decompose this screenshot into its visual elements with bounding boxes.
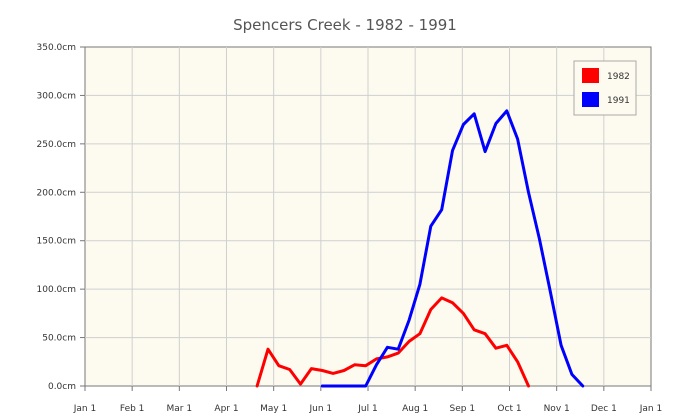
series-line-1991	[320, 109, 585, 388]
x-tick-label-1: Feb 1	[120, 404, 145, 414]
y-tick-label-5: 250.0cm	[37, 140, 76, 150]
x-tick-label-8: Sep 1	[450, 404, 476, 414]
y-tick-label-4: 200.0cm	[37, 188, 76, 198]
y-tick-label-3: 150.0cm	[37, 237, 76, 247]
x-axis: Jan 1 Feb 1 Mar 1 Apr 1 May 1 Jun 1 Jul 1 Aug 1…	[73, 386, 662, 414]
legend-label-1991: 1991	[607, 96, 630, 106]
x-tick-label-6: Jul 1	[357, 404, 377, 414]
y-axis: 0.0cm 50.0cm 100.0cm 150.0cm 200.0cm 250.0cm 3…	[37, 43, 85, 392]
legend-swatch-1991	[582, 92, 599, 107]
x-tick-label-12: Jan 1	[639, 404, 662, 414]
chart-title: Spencers Creek - 1982 - 1991	[233, 16, 457, 34]
legend-swatch-1982	[582, 68, 599, 83]
x-tick-label-5: Jun 1	[309, 404, 333, 414]
x-tick-label-9: Oct 1	[497, 404, 521, 414]
x-tick-label-11: Dec 1	[591, 404, 617, 414]
x-tick-label-4: May 1	[260, 404, 287, 414]
legend: 1982 1991	[573, 60, 637, 116]
x-tick-label-0: Jan 1	[73, 404, 96, 414]
legend-label-1982: 1982	[607, 72, 630, 82]
x-tick-label-3: Apr 1	[214, 404, 238, 414]
y-tick-label-0: 0.0cm	[48, 382, 76, 392]
gridlines	[85, 47, 651, 386]
y-tick-label-2: 100.0cm	[37, 285, 76, 295]
x-tick-label-2: Mar 1	[167, 404, 193, 414]
series-lines	[255, 109, 585, 388]
x-tick-label-10: Nov 1	[544, 404, 570, 414]
x-tick-label-7: Aug 1	[402, 404, 428, 414]
y-tick-label-1: 50.0cm	[42, 334, 76, 344]
y-tick-label-6: 300.0cm	[37, 91, 76, 101]
series-line-1982	[255, 296, 530, 388]
y-tick-label-7: 350.0cm	[37, 43, 76, 53]
